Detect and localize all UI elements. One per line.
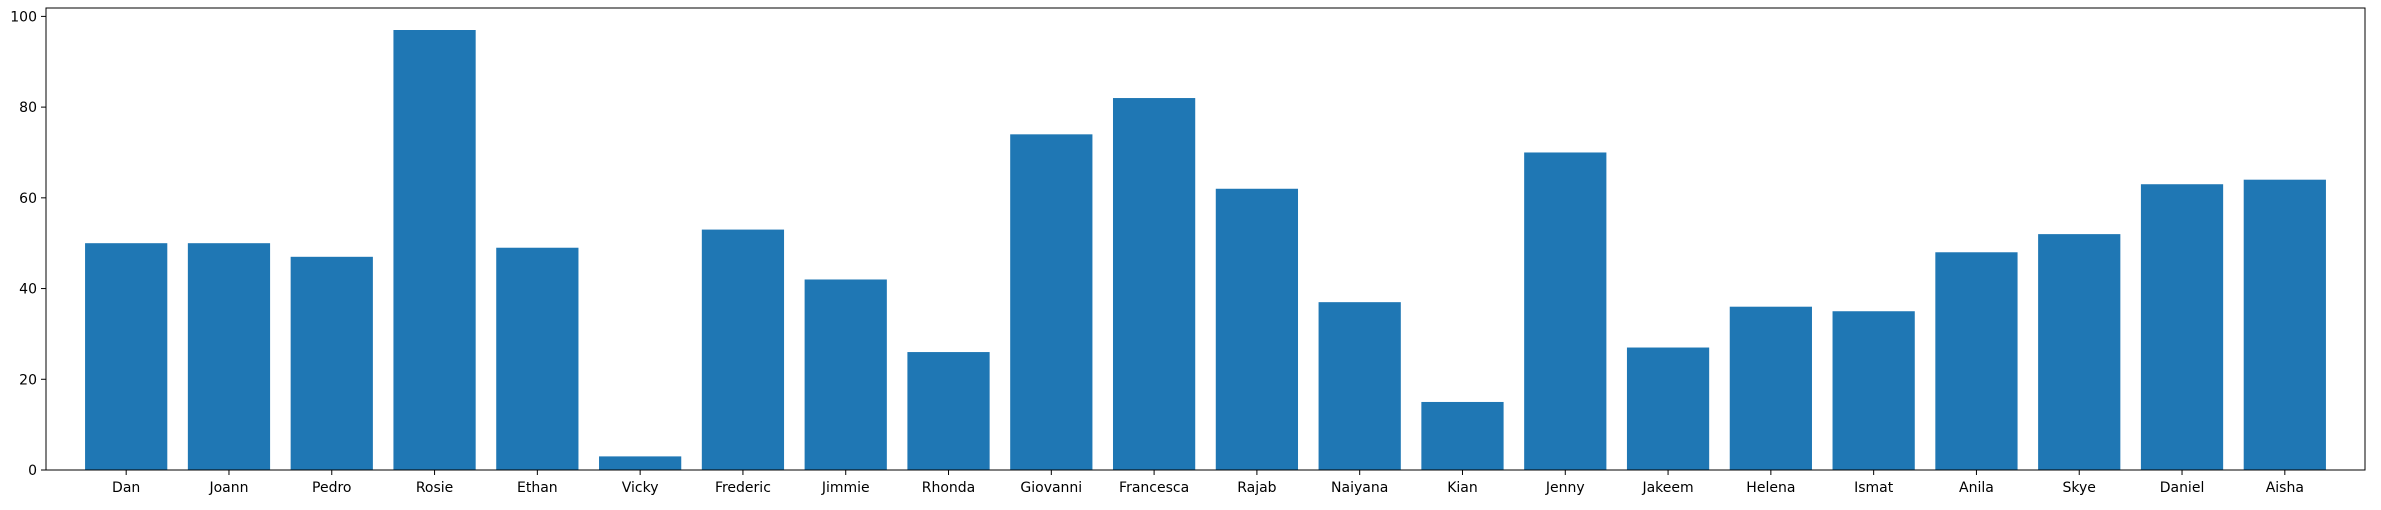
y-axis: 0 20 40 60 80 100	[10, 9, 46, 479]
x-tick-label: Francesca	[1119, 480, 1189, 496]
x-tick-label: Frederic	[715, 480, 771, 496]
y-tick-label: 60	[19, 191, 37, 207]
x-tick-label: Pedro	[312, 480, 351, 496]
x-tick-label: Giovanni	[1020, 480, 1082, 496]
bar-kian	[1421, 401, 1504, 470]
x-tick-label: Jakeem	[1641, 480, 1693, 496]
bar-skye	[2038, 234, 2121, 470]
x-tick-label: Daniel	[2160, 480, 2205, 496]
bar-daniel	[2140, 184, 2224, 470]
bar-francesca	[1112, 98, 1196, 471]
bar-anila	[1935, 252, 2018, 470]
bar-pedro	[290, 256, 373, 470]
y-tick-label: 20	[19, 372, 37, 388]
x-tick-label: Anila	[1959, 480, 1994, 496]
y-tick-label: 80	[19, 100, 37, 116]
x-tick-label: Rajab	[1237, 480, 1276, 496]
bar-rajab	[1215, 188, 1299, 471]
plot-frame	[45, 7, 2366, 471]
bar-vicky	[599, 456, 682, 470]
y-tick-label: 100	[10, 9, 37, 25]
bar-ismat	[1832, 311, 1915, 470]
bar-rosie	[393, 30, 476, 470]
y-tick-label: 40	[19, 282, 37, 298]
x-tick-label: Jenny	[1545, 480, 1585, 496]
bar-naiyana	[1318, 302, 1401, 470]
x-axis: Dan Joann Pedro Rosie Ethan Vicky Frederic Jimm…	[112, 470, 2304, 496]
x-tick-label: Helena	[1746, 480, 1795, 496]
x-tick-label: Jimmie	[821, 480, 870, 496]
x-tick-label: Ethan	[517, 480, 558, 496]
bar-frederic	[701, 229, 785, 470]
bar-aisha	[2243, 179, 2326, 470]
x-tick-label: Kian	[1447, 480, 1478, 496]
bar-ethan	[496, 247, 579, 470]
bar-jimmie	[804, 279, 887, 470]
bar-jakeem	[1626, 347, 1710, 470]
x-tick-label: Naiyana	[1331, 480, 1388, 496]
x-tick-label: Dan	[112, 480, 140, 496]
bar-helena	[1729, 306, 1812, 470]
bar-joann	[187, 243, 271, 470]
x-tick-label: Aisha	[2266, 480, 2304, 496]
bar-series	[85, 30, 2326, 471]
bar-jenny	[1524, 152, 1607, 470]
x-tick-label: Skye	[2063, 480, 2096, 496]
bar-rhonda	[907, 352, 990, 470]
bar-dan	[85, 243, 168, 470]
x-tick-label: Ismat	[1854, 480, 1894, 496]
x-tick-label: Rosie	[416, 480, 453, 496]
x-tick-label: Joann	[208, 480, 248, 496]
x-tick-label: Rhonda	[922, 480, 976, 496]
bar-giovanni	[1010, 134, 1093, 470]
x-tick-label: Vicky	[622, 480, 659, 496]
y-tick-label: 0	[28, 463, 37, 479]
